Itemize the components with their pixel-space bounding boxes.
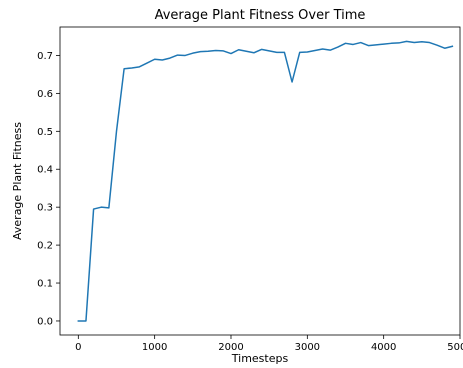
y-tick-label: 0.0 <box>37 316 53 327</box>
y-tick-label: 0.5 <box>37 127 53 138</box>
x-tick-label: 2000 <box>218 342 243 353</box>
x-tick-label: 1000 <box>142 342 167 353</box>
x-axis-ticks: 0 1000 2000 3000 4000 5000 <box>75 335 463 353</box>
y-tick-label: 0.7 <box>37 51 53 62</box>
y-tick-label: 0.6 <box>37 89 53 100</box>
x-tick-label: 4000 <box>371 342 396 353</box>
x-tick-label: 5000 <box>447 342 463 353</box>
series-line-0 <box>77 40 454 322</box>
y-tick-label: 0.1 <box>37 279 53 290</box>
y-tick-label: 0.4 <box>37 165 53 176</box>
y-tick-label: 0.3 <box>37 203 53 214</box>
plot-area <box>77 40 454 322</box>
y-axis-label: Average Plant Fitness <box>11 122 24 240</box>
y-axis-ticks: 0.0 0.1 0.2 0.3 0.4 0.5 0.6 0.7 <box>37 51 60 327</box>
x-tick-label: 3000 <box>295 342 320 353</box>
y-tick-label: 0.2 <box>37 241 53 252</box>
chart-title: Average Plant Fitness Over Time <box>155 8 366 23</box>
x-tick-label: 0 <box>75 342 81 353</box>
axes-frame <box>59 26 461 336</box>
x-axis-label: Timesteps <box>231 352 289 365</box>
